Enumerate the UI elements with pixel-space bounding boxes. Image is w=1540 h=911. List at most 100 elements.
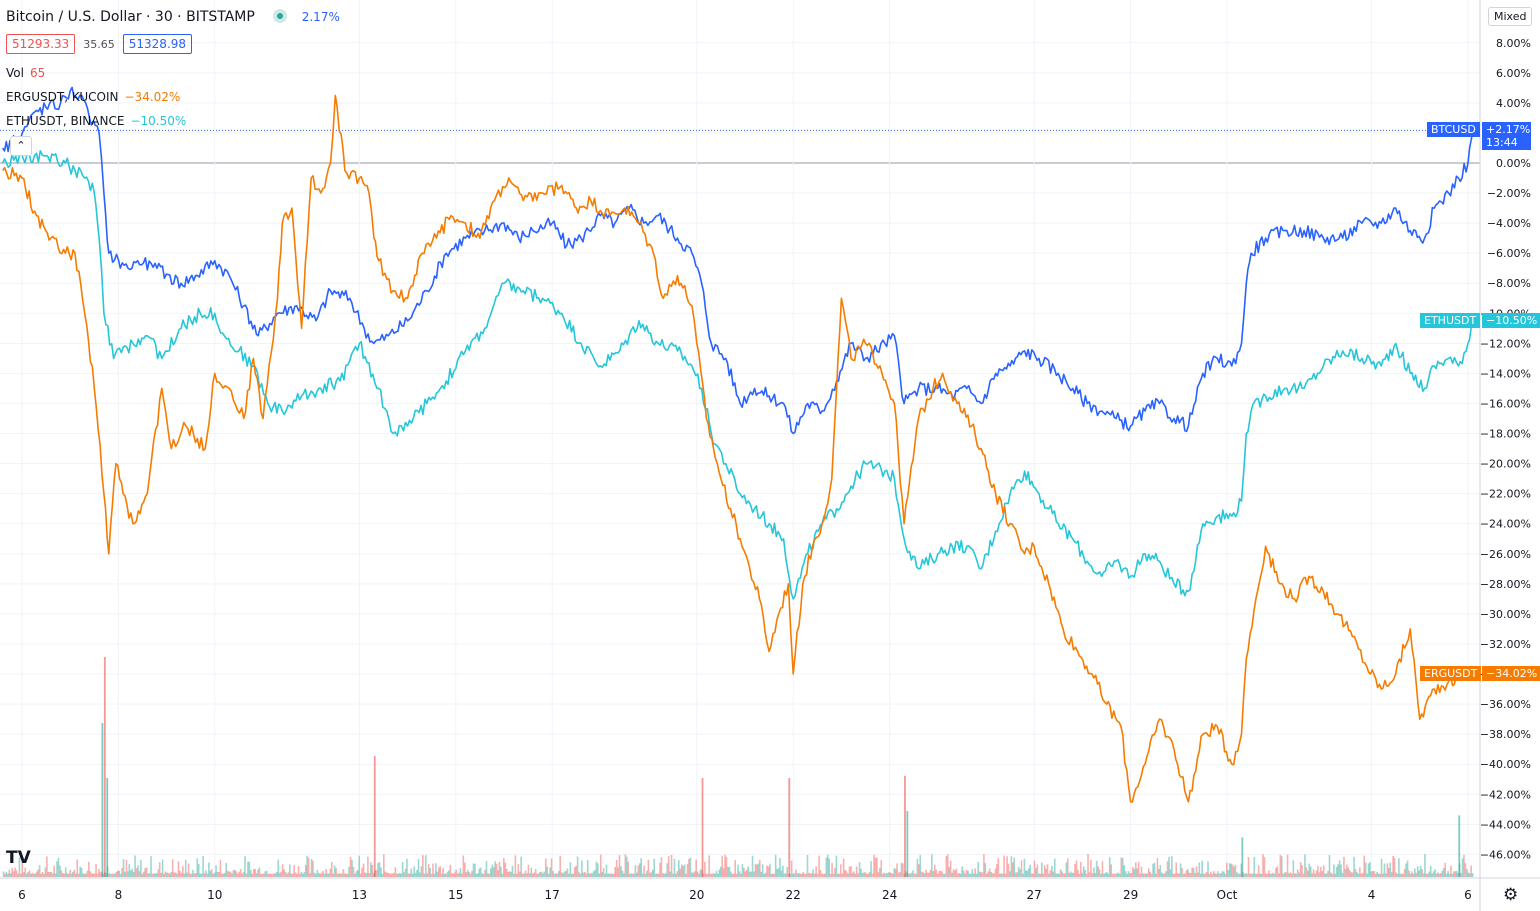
volume-bar: [676, 871, 679, 877]
volume-bar: [1200, 873, 1202, 877]
volume-bar: [1121, 857, 1124, 877]
y-tick-label: −30.00%: [1480, 608, 1531, 621]
volume-bar: [504, 862, 507, 877]
volume-bar: [73, 869, 76, 877]
volume-bar: [974, 868, 977, 877]
compare-legend-eth[interactable]: ETHUSDT, BINANCE −10.50%: [6, 114, 186, 128]
volume-bar: [910, 872, 913, 877]
volume-bar: [1318, 872, 1321, 877]
volume-bar: [782, 865, 784, 877]
volume-bar: [1139, 873, 1141, 877]
volume-bar: [1221, 871, 1224, 877]
volume-bar: [1376, 872, 1379, 877]
volume-bar: [1207, 861, 1209, 877]
volume-bar: [649, 872, 651, 877]
volume-bar: [1444, 862, 1446, 877]
volume-bar: [131, 868, 134, 877]
volume-bar: [647, 859, 650, 877]
volume-bar: [884, 873, 887, 877]
volume-bar: [478, 868, 481, 877]
volume-bar: [786, 866, 789, 877]
volume-bar: [53, 865, 55, 877]
chevron-up-icon[interactable]: ⌃: [10, 136, 32, 156]
volume-bar: [1155, 873, 1157, 877]
x-tick-label: 6: [1464, 888, 1472, 902]
volume-bar: [43, 873, 45, 877]
volume-bar: [1111, 873, 1114, 877]
volume-bar: [712, 873, 715, 877]
volume-bar: [972, 873, 975, 877]
settings-gear-icon[interactable]: ⚙: [1503, 885, 1519, 905]
volume-bar: [1223, 871, 1225, 877]
volume-bar: [644, 873, 647, 877]
volume-bar: [1402, 873, 1405, 877]
btc-value: +2.17%: [1486, 123, 1531, 137]
volume-bar: [701, 778, 704, 877]
scale-mode-button[interactable]: Mixed: [1488, 7, 1533, 26]
volume-bar: [257, 869, 259, 877]
erg-price-tag: ERGUSDT: [1420, 666, 1482, 682]
volume-bar: [477, 873, 479, 877]
volume-bar: [529, 873, 531, 877]
volume-bar: [247, 861, 249, 877]
compare-legend-erg[interactable]: ERGUSDT, KUCOIN −34.02%: [6, 90, 180, 104]
volume-bar: [190, 873, 193, 877]
volume-bar: [76, 859, 79, 877]
volume-bar: [993, 873, 995, 877]
volume-bar: [899, 871, 901, 877]
volume-bar: [404, 868, 407, 877]
volume-bar: [18, 857, 21, 877]
y-tick-label: −40.00%: [1480, 758, 1531, 771]
volume-bar: [163, 873, 165, 877]
volume-bar: [154, 873, 157, 877]
volume-bar: [1228, 863, 1231, 877]
volume-bar: [1246, 873, 1248, 877]
volume-bar: [1366, 873, 1368, 877]
symbol-title[interactable]: Bitcoin / U.S. Dollar · 30 · BITSTAMP 2.…: [6, 9, 340, 25]
buy-price-button[interactable]: 51328.98: [122, 34, 193, 54]
volume-bar: [1372, 871, 1374, 877]
volume-bar: [313, 872, 316, 877]
volume-bar: [387, 872, 389, 877]
volume-bar: [991, 873, 994, 877]
volume-bar: [403, 872, 405, 877]
volume-bar: [406, 858, 408, 877]
symbol-name: Bitcoin / U.S. Dollar · 30 · BITSTAMP: [6, 9, 255, 25]
volume-bar: [842, 858, 845, 877]
volume-bar: [280, 871, 282, 877]
volume-bar: [819, 870, 822, 877]
tradingview-logo-icon[interactable]: TV: [6, 848, 31, 868]
volume-bar: [111, 873, 113, 877]
volume-legend[interactable]: Vol 65: [6, 66, 45, 80]
volume-bar: [951, 872, 953, 877]
volume-bar: [304, 864, 307, 877]
volume-bar: [599, 854, 602, 877]
volume-bar: [915, 873, 917, 877]
x-tick-label: 6: [18, 888, 26, 902]
volume-bar: [1314, 873, 1316, 877]
volume-bar: [1437, 872, 1439, 877]
volume-bar: [1023, 858, 1026, 877]
volume-bar: [335, 868, 337, 877]
volume-bar: [329, 868, 332, 877]
volume-bar: [193, 873, 196, 877]
volume-bar: [543, 871, 546, 877]
x-tick-label: 4: [1368, 888, 1376, 902]
sell-price-button[interactable]: 51293.33: [6, 34, 76, 54]
volume-bar: [826, 854, 829, 877]
volume-bar: [566, 868, 569, 877]
volume-bar: [283, 869, 285, 877]
volume-bar: [132, 872, 135, 877]
volume-bar: [1000, 873, 1003, 877]
volume-bar: [805, 873, 807, 877]
volume-bar: [326, 873, 329, 877]
volume-bar: [1298, 872, 1300, 877]
volume-bar: [727, 866, 729, 877]
volume-bar: [1040, 862, 1043, 877]
volume-bar: [881, 873, 884, 877]
x-tick-label: 29: [1123, 888, 1138, 902]
volume-bar: [1185, 870, 1188, 877]
volume-bar: [296, 873, 298, 877]
compare-change: −10.50%: [130, 114, 187, 128]
